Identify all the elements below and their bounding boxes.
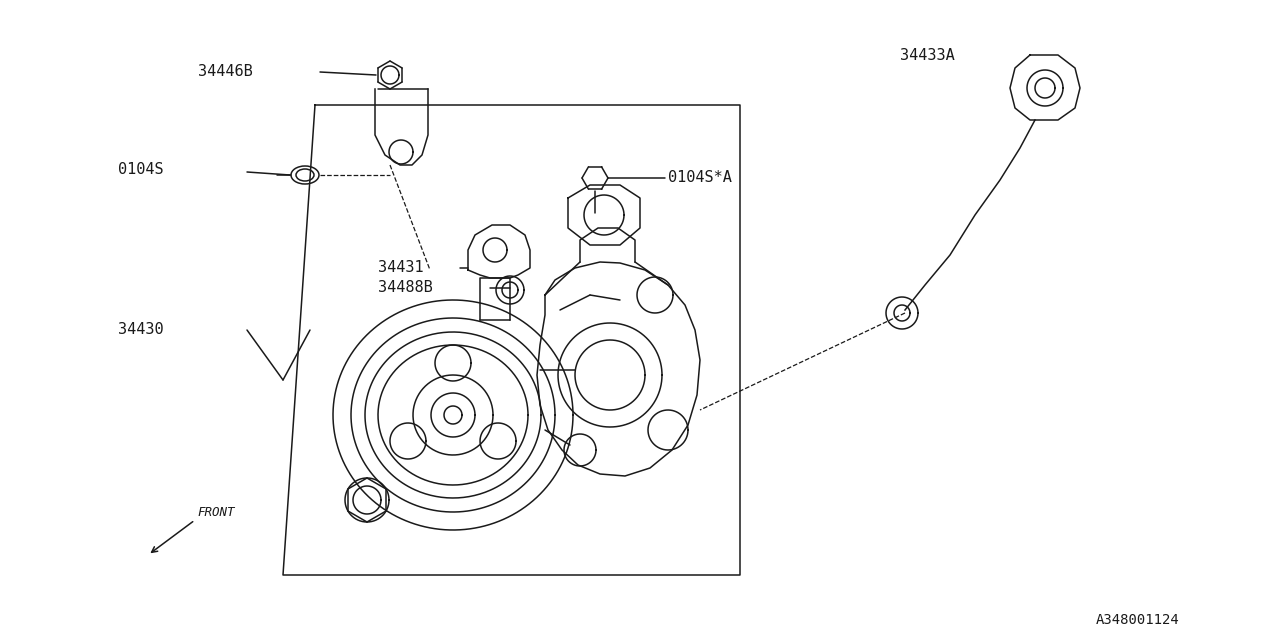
Text: 34430: 34430 — [118, 323, 164, 337]
Text: 0104S*A: 0104S*A — [668, 170, 732, 186]
Text: 34431: 34431 — [378, 260, 424, 275]
Text: 34446B: 34446B — [198, 65, 252, 79]
Text: A348001124: A348001124 — [1096, 613, 1180, 627]
Text: 0104S: 0104S — [118, 163, 164, 177]
Text: FRONT: FRONT — [197, 506, 234, 518]
Text: 34433A: 34433A — [900, 47, 955, 63]
Text: 34488B: 34488B — [378, 280, 433, 296]
